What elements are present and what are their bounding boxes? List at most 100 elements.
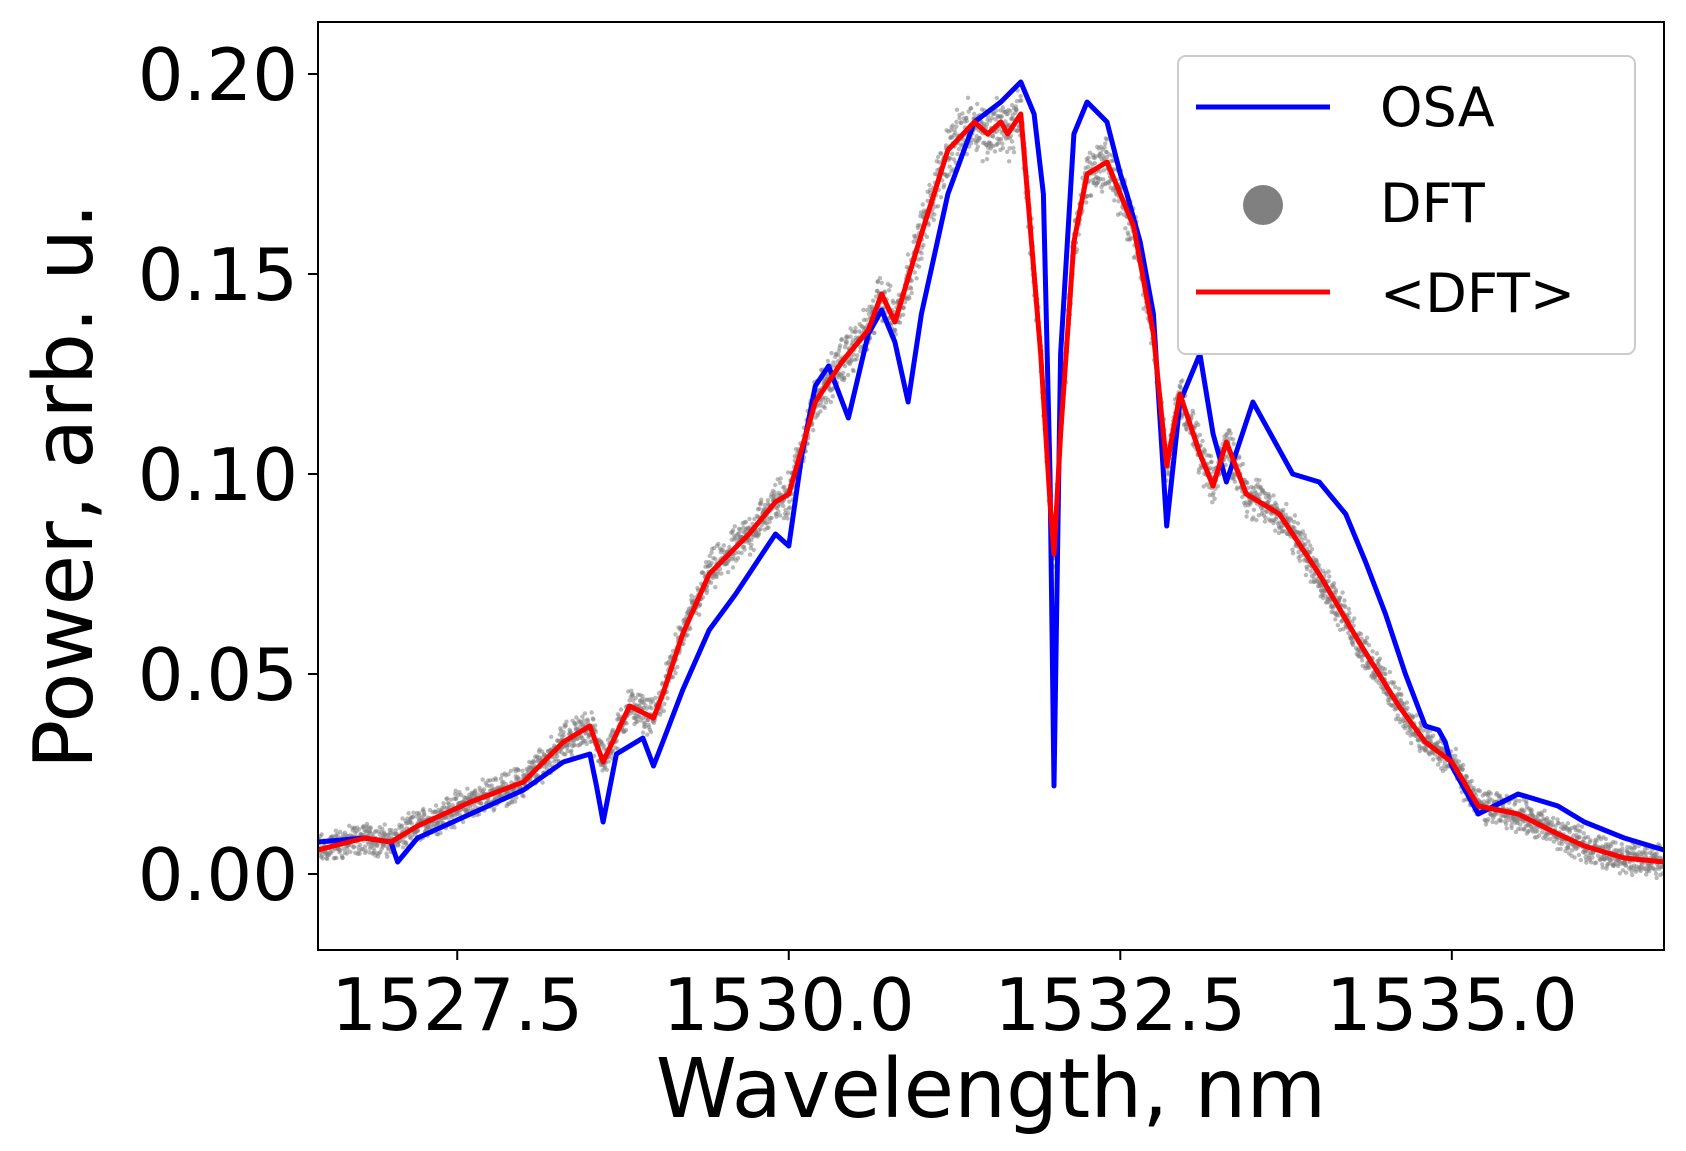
dft-point — [1630, 872, 1635, 878]
dft-point — [711, 545, 717, 551]
dft-point — [864, 307, 870, 313]
dft-point — [822, 405, 827, 410]
dft-point — [970, 137, 975, 143]
dft-point — [1420, 728, 1426, 733]
dft-point — [861, 307, 866, 313]
dft-point — [454, 796, 459, 801]
dft-point — [1335, 623, 1341, 628]
dft-point — [888, 283, 893, 288]
dft-point — [1579, 824, 1585, 829]
dft-point — [540, 780, 545, 785]
dft-point — [645, 732, 650, 737]
dft-point — [1224, 435, 1230, 441]
dft-point — [1358, 631, 1364, 637]
dft-point — [736, 530, 742, 536]
dft-point — [582, 711, 588, 716]
dft-point — [624, 721, 629, 726]
dft-point — [886, 288, 892, 293]
dft-point — [968, 106, 974, 111]
dft-point — [957, 116, 962, 121]
dft-point — [492, 806, 497, 811]
dft-point — [990, 134, 996, 139]
y-tick-label: 0.20 — [138, 33, 298, 117]
dft-point — [1245, 480, 1250, 486]
dft-point — [830, 394, 835, 399]
dft-point — [851, 368, 856, 374]
dft-point — [1486, 817, 1491, 822]
dft-point — [1615, 863, 1621, 869]
dft-point — [1009, 139, 1015, 144]
dft-point — [573, 722, 578, 727]
dft-point — [811, 428, 816, 433]
dft-point — [968, 141, 974, 146]
dft-point — [935, 204, 941, 209]
dft-point — [650, 699, 655, 704]
y-axis-ticks: 0.00 0.05 0.10 0.15 0.20 — [138, 33, 318, 917]
dft-point — [1536, 833, 1542, 838]
dft-point — [924, 234, 930, 240]
dft-point — [911, 239, 916, 244]
dft-point — [828, 399, 834, 405]
dft-point — [872, 330, 877, 336]
dft-point — [1326, 578, 1331, 584]
dft-point — [410, 814, 416, 820]
dft-point — [926, 222, 932, 228]
osa-series-line — [318, 79, 1664, 865]
dft-point — [1209, 459, 1214, 465]
dft-point — [1103, 141, 1108, 146]
dft-point — [999, 114, 1004, 119]
dft-point — [1654, 875, 1659, 881]
dft-point — [1084, 200, 1089, 205]
dft-point — [953, 130, 958, 136]
dft-point — [648, 729, 654, 735]
dft-point — [1200, 438, 1205, 444]
dft-point — [1497, 793, 1503, 798]
dft-point — [1513, 829, 1519, 835]
dft-point — [618, 707, 624, 712]
dft-point — [1477, 789, 1483, 794]
dft-point — [1565, 821, 1571, 826]
dft-point — [765, 498, 771, 503]
dft-point — [893, 327, 898, 333]
dft-point — [569, 753, 575, 758]
dft-point — [610, 727, 616, 733]
dft-point — [1263, 515, 1268, 520]
dft-point — [637, 703, 642, 708]
dft-point — [569, 748, 574, 753]
dft-point — [640, 730, 646, 735]
dft-point — [670, 674, 676, 680]
dft-point — [1196, 422, 1201, 427]
dft-point — [984, 157, 990, 162]
dft-point — [1391, 680, 1397, 685]
dft-point — [776, 509, 781, 514]
dft-point — [1377, 656, 1383, 661]
dft-point — [1387, 669, 1393, 675]
dft-point — [787, 505, 793, 510]
dft-point — [630, 693, 635, 699]
dft-point — [688, 626, 693, 632]
y-tick-label: 0.10 — [138, 433, 298, 517]
dft-point — [1617, 871, 1623, 876]
plot-area — [318, 79, 1664, 881]
dft-point — [955, 151, 960, 157]
dft-point — [1644, 851, 1649, 856]
dft-point — [965, 95, 971, 101]
dft-point — [1352, 616, 1357, 621]
dft-point — [480, 777, 485, 782]
dft-point — [441, 801, 446, 806]
dft-point — [1513, 797, 1519, 803]
dft-point — [848, 334, 853, 339]
dft-point — [1232, 479, 1238, 484]
dft-point — [937, 160, 942, 165]
dft-point — [563, 752, 568, 757]
dft-point — [901, 305, 906, 310]
dft-point — [773, 482, 778, 488]
dft-point — [347, 823, 352, 828]
dft-point — [749, 537, 754, 542]
dft-point — [1453, 753, 1458, 758]
dft-point — [459, 792, 464, 798]
dft-point — [351, 844, 357, 849]
x-tick-label: 1535.0 — [1326, 963, 1578, 1047]
dft-point — [1435, 762, 1441, 767]
dft-point — [1019, 98, 1024, 103]
